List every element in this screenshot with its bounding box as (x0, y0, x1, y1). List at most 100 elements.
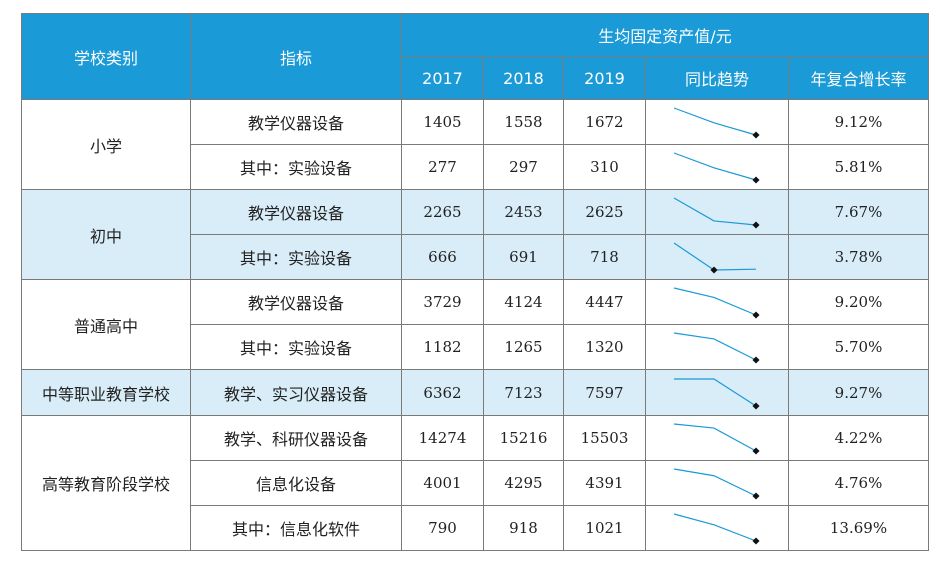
year-value-cell: 1320 (563, 324, 646, 370)
trend-marker (752, 131, 760, 139)
year-value-cell: 6362 (401, 369, 484, 416)
trend-sparkline (673, 423, 760, 455)
year-value-cell: 691 (483, 234, 564, 280)
year-value-cell: 718 (563, 234, 646, 280)
trend-cell (645, 324, 789, 370)
trend-line (673, 197, 757, 226)
year-value-cell: 1021 (563, 505, 646, 551)
indicator-label: 教学仪器设备 (190, 189, 402, 235)
year-value-cell: 4001 (401, 460, 484, 506)
year-value-cell: 14274 (401, 415, 484, 461)
trend-sparkline (673, 332, 760, 364)
trend-cell (645, 99, 789, 145)
trend-sparkline (673, 107, 760, 139)
trend-cell (645, 189, 789, 235)
year-value-cell: 4447 (563, 279, 646, 325)
table-row: 初中 教学仪器设备 2265 2453 2625 7.67% (21, 189, 929, 280)
indicator-label: 其中：实验设备 (190, 324, 402, 370)
cagr-value: 4.22% (788, 415, 929, 461)
indicator-label: 其中：信息化软件 (190, 505, 402, 551)
year-value-cell: 4124 (483, 279, 564, 325)
cagr-value: 13.69% (788, 505, 929, 551)
trend-line (673, 468, 757, 497)
year-value-cell: 277 (401, 144, 484, 190)
trend-cell (645, 369, 789, 416)
trend-marker (710, 266, 718, 274)
trend-sparkline (674, 377, 760, 410)
year-value-cell: 4295 (483, 460, 564, 506)
indicator-label: 教学、实习仪器设备 (190, 369, 402, 416)
year-value-cell: 790 (401, 505, 484, 551)
trend-sparkline (673, 513, 760, 545)
school-category: 小学 (21, 99, 191, 190)
cagr-value: 9.27% (788, 369, 929, 416)
trend-cell (645, 234, 789, 280)
table-row: 中等职业教育学校 教学、实习仪器设备 6362 7123 7597 9.27% (21, 369, 929, 416)
cagr-value: 9.20% (788, 279, 929, 325)
table-row: 其中：实验设备 666 691 718 3.78% (22, 234, 929, 280)
table-row: 其中：实验设备 277 297 310 5.81% (22, 144, 929, 190)
cagr-value: 3.78% (788, 234, 929, 280)
fixed-asset-table: 学校类别 指标 生均固定资产值/元 2017 2018 2019 同比趋势 年复… (21, 13, 929, 551)
header-category: 学校类别 (21, 13, 191, 100)
year-value-cell: 3729 (401, 279, 484, 325)
indicator-label: 教学仪器设备 (190, 279, 402, 325)
table-body: 小学 教学仪器设备 1405 1558 1672 9.12% 其中：实验设备 277 297 31… (21, 99, 929, 551)
trend-line (673, 423, 757, 452)
year-value-cell: 918 (483, 505, 564, 551)
trend-cell (645, 460, 789, 506)
year-value-cell: 1265 (483, 324, 564, 370)
year-value-cell: 15216 (483, 415, 564, 461)
trend-cell (645, 415, 789, 461)
cagr-value: 5.81% (788, 144, 929, 190)
school-category: 中等职业教育学校 (21, 369, 191, 416)
year-value-cell: 310 (563, 144, 646, 190)
header-year: 2019 (563, 56, 646, 100)
table-row: 信息化设备 4001 4295 4391 4.76% (22, 460, 929, 506)
indicator-label: 其中：实验设备 (190, 234, 402, 280)
table-row: 高等教育阶段学校 教学、科研仪器设备 14274 15216 15503 4.22% (21, 415, 929, 551)
trend-sparkline (673, 287, 760, 319)
header-group: 生均固定资产值/元 (401, 13, 929, 57)
header-year: 2017 (401, 56, 484, 100)
school-category: 初中 (21, 189, 191, 280)
indicator-label: 其中：实验设备 (190, 144, 402, 190)
year-value-cell: 2265 (401, 189, 484, 235)
year-value-cell: 1672 (563, 99, 646, 145)
header-cagr: 年复合增长率 (788, 56, 929, 100)
trend-marker (752, 221, 760, 229)
trend-line (674, 377, 757, 407)
indicator-label: 教学、科研仪器设备 (190, 415, 402, 461)
trend-marker (752, 401, 760, 410)
trend-marker (752, 356, 760, 364)
cagr-value: 4.76% (788, 460, 929, 506)
year-value-cell: 4391 (563, 460, 646, 506)
trend-line (673, 152, 757, 181)
school-category: 普通高中 (21, 279, 191, 370)
trend-marker (752, 176, 760, 184)
trend-line (673, 242, 757, 271)
trend-marker (752, 492, 760, 500)
trend-cell (645, 144, 789, 190)
trend-marker (752, 311, 760, 319)
year-value-cell: 1182 (401, 324, 484, 370)
year-value-cell: 2453 (483, 189, 564, 235)
trend-sparkline (673, 152, 760, 184)
trend-cell (645, 279, 789, 325)
year-value-cell: 1405 (401, 99, 484, 145)
year-value-cell: 15503 (563, 415, 646, 461)
header-indicator: 指标 (190, 13, 402, 100)
trend-line (673, 107, 757, 136)
table-row: 其中：信息化软件 790 918 1021 13.69% (22, 505, 929, 551)
year-value-cell: 666 (401, 234, 484, 280)
cagr-value: 7.67% (788, 189, 929, 235)
trend-sparkline (673, 468, 760, 500)
trend-marker (752, 537, 760, 545)
header-trend: 同比趋势 (645, 56, 789, 100)
trend-marker (752, 447, 760, 455)
year-value-cell: 1558 (483, 99, 564, 145)
indicator-label: 教学仪器设备 (190, 99, 402, 145)
trend-line (673, 287, 757, 316)
trend-line (673, 513, 757, 542)
trend-sparkline (673, 242, 757, 274)
